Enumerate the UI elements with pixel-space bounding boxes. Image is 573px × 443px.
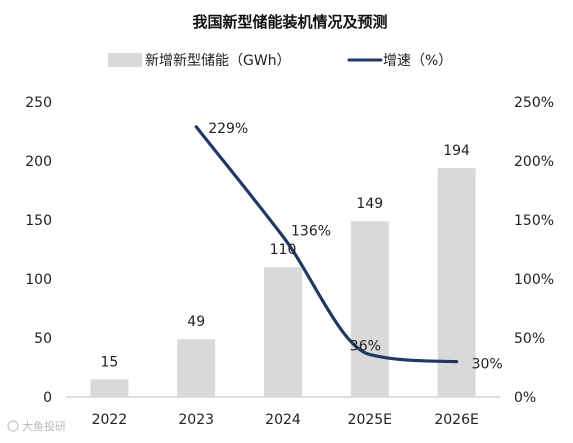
y-right-tick-label: 100% bbox=[514, 272, 554, 288]
legend: 新增新型储能（GWh） 增速（%） bbox=[108, 53, 452, 69]
line-series bbox=[194, 125, 459, 364]
x-tick-label: 2022 bbox=[92, 412, 128, 428]
bar bbox=[350, 221, 389, 397]
bar bbox=[177, 339, 216, 397]
y-right-tick-label: 0% bbox=[514, 390, 536, 406]
x-ticks: 2022 2023 2024 2025E 2026E bbox=[92, 412, 479, 428]
bar bbox=[437, 168, 476, 397]
y-left-ticks: 0 50 100 150 200 250 bbox=[25, 95, 52, 406]
y-right-ticks: 0% 50% 100% 150% 200% 250% bbox=[514, 95, 554, 406]
growth-value-label: 30% bbox=[472, 357, 503, 373]
line-labels: 229% 136% 36% 30% bbox=[208, 121, 503, 373]
watermark-icon bbox=[7, 420, 19, 432]
bar bbox=[90, 379, 129, 397]
bar-series bbox=[90, 168, 476, 397]
x-tick-label: 2025E bbox=[348, 412, 392, 428]
growth-line bbox=[194, 125, 459, 364]
y-left-tick-label: 200 bbox=[25, 154, 52, 170]
y-left-tick-label: 100 bbox=[25, 272, 52, 288]
y-left-tick-label: 250 bbox=[25, 95, 52, 111]
bar-value-label: 49 bbox=[187, 314, 205, 330]
x-tick-label: 2023 bbox=[178, 412, 214, 428]
growth-value-label: 136% bbox=[291, 224, 331, 240]
legend-line-label: 增速（%） bbox=[383, 53, 452, 69]
y-right-tick-label: 250% bbox=[514, 95, 554, 111]
bar bbox=[264, 267, 302, 397]
growth-value-label: 36% bbox=[350, 339, 381, 355]
bar-value-label: 194 bbox=[443, 143, 470, 159]
y-left-tick-label: 150 bbox=[25, 213, 52, 229]
bar-labels: 15 49 110 149 194 bbox=[100, 143, 470, 370]
bar-value-label: 149 bbox=[356, 196, 383, 212]
watermark: 大鱼投研 bbox=[7, 419, 66, 433]
growth-value-label: 229% bbox=[208, 121, 248, 137]
y-right-tick-label: 150% bbox=[514, 213, 554, 229]
y-right-tick-label: 50% bbox=[514, 331, 545, 347]
x-tick-label: 2024 bbox=[265, 412, 301, 428]
legend-bar-label: 新增新型储能（GWh） bbox=[145, 53, 291, 69]
legend-bar-swatch bbox=[108, 53, 142, 67]
bar-value-label: 110 bbox=[270, 242, 297, 258]
y-left-tick-label: 0 bbox=[43, 390, 52, 406]
chart-title: 我国新型储能装机情况及预测 bbox=[192, 13, 387, 31]
watermark-text: 大鱼投研 bbox=[22, 419, 66, 433]
x-tick-label: 2026E bbox=[434, 412, 478, 428]
bar-value-label: 15 bbox=[100, 354, 118, 370]
y-right-tick-label: 200% bbox=[514, 154, 554, 170]
y-left-tick-label: 50 bbox=[34, 331, 52, 347]
